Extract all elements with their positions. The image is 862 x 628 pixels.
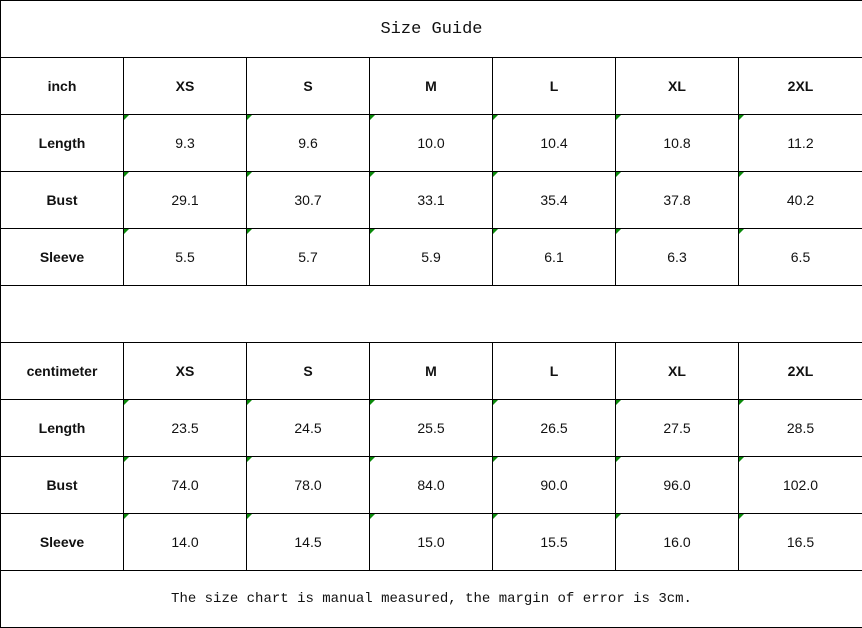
- size-header-xl: XL: [615, 57, 739, 115]
- size-header-s: S: [246, 57, 370, 115]
- size-header-m: M: [369, 342, 493, 400]
- measurement-cell: 5.5: [123, 228, 247, 286]
- table-row: Sleeve 14.0 14.5 15.0 15.5 16.0 16.5: [0, 513, 862, 571]
- measurement-cell: 10.0: [369, 114, 493, 172]
- row-label-sleeve: Sleeve: [0, 228, 124, 286]
- table-title: Size Guide: [0, 0, 862, 58]
- measurement-cell: 90.0: [492, 456, 616, 514]
- measurement-cell: 14.5: [246, 513, 370, 571]
- size-header-l: L: [492, 57, 616, 115]
- measurement-cell: 28.5: [738, 399, 862, 457]
- measurement-cell: 5.7: [246, 228, 370, 286]
- row-label-bust: Bust: [0, 456, 124, 514]
- measurement-cell: 40.2: [738, 171, 862, 229]
- measurement-cell: 78.0: [246, 456, 370, 514]
- size-header-2xl: 2XL: [738, 57, 862, 115]
- measurement-cell: 24.5: [246, 399, 370, 457]
- measurement-cell: 29.1: [123, 171, 247, 229]
- measurement-cell: 10.4: [492, 114, 616, 172]
- measurement-cell: 35.4: [492, 171, 616, 229]
- measurement-cell: 23.5: [123, 399, 247, 457]
- measurement-cell: 6.1: [492, 228, 616, 286]
- measurement-cell: 16.0: [615, 513, 739, 571]
- table-row: Length 23.5 24.5 25.5 26.5 27.5 28.5: [0, 399, 862, 457]
- measurement-cell: 11.2: [738, 114, 862, 172]
- table-row: Bust 29.1 30.7 33.1 35.4 37.8 40.2: [0, 171, 862, 229]
- size-header-2xl: 2XL: [738, 342, 862, 400]
- size-header-s: S: [246, 342, 370, 400]
- inch-unit-label: inch: [0, 57, 124, 115]
- footnote-row: The size chart is manual measured, the m…: [0, 570, 862, 628]
- size-header-xl: XL: [615, 342, 739, 400]
- spacer-cell: [0, 285, 862, 343]
- table-row: Sleeve 5.5 5.7 5.9 6.1 6.3 6.5: [0, 228, 862, 286]
- measurement-cell: 15.0: [369, 513, 493, 571]
- measurement-cell: 15.5: [492, 513, 616, 571]
- measurement-cell: 10.8: [615, 114, 739, 172]
- table-row: Length 9.3 9.6 10.0 10.4 10.8 11.2: [0, 114, 862, 172]
- measurement-cell: 27.5: [615, 399, 739, 457]
- footnote: The size chart is manual measured, the m…: [0, 570, 862, 628]
- row-label-length: Length: [0, 114, 124, 172]
- measurement-cell: 6.3: [615, 228, 739, 286]
- measurement-cell: 16.5: [738, 513, 862, 571]
- centimeter-header-row: centimeter XS S M L XL 2XL: [0, 342, 862, 400]
- row-label-sleeve: Sleeve: [0, 513, 124, 571]
- row-label-length: Length: [0, 399, 124, 457]
- measurement-cell: 9.3: [123, 114, 247, 172]
- inch-header-row: inch XS S M L XL 2XL: [0, 57, 862, 115]
- measurement-cell: 96.0: [615, 456, 739, 514]
- measurement-cell: 33.1: [369, 171, 493, 229]
- measurement-cell: 5.9: [369, 228, 493, 286]
- measurement-cell: 37.8: [615, 171, 739, 229]
- measurement-cell: 9.6: [246, 114, 370, 172]
- centimeter-unit-label: centimeter: [0, 342, 124, 400]
- measurement-cell: 25.5: [369, 399, 493, 457]
- measurement-cell: 102.0: [738, 456, 862, 514]
- size-header-l: L: [492, 342, 616, 400]
- size-header-m: M: [369, 57, 493, 115]
- measurement-cell: 30.7: [246, 171, 370, 229]
- measurement-cell: 74.0: [123, 456, 247, 514]
- measurement-cell: 14.0: [123, 513, 247, 571]
- row-label-bust: Bust: [0, 171, 124, 229]
- measurement-cell: 84.0: [369, 456, 493, 514]
- spacer-row: [0, 285, 862, 343]
- size-header-xs: XS: [123, 342, 247, 400]
- size-header-xs: XS: [123, 57, 247, 115]
- measurement-cell: 6.5: [738, 228, 862, 286]
- measurement-cell: 26.5: [492, 399, 616, 457]
- table-row: Bust 74.0 78.0 84.0 90.0 96.0 102.0: [0, 456, 862, 514]
